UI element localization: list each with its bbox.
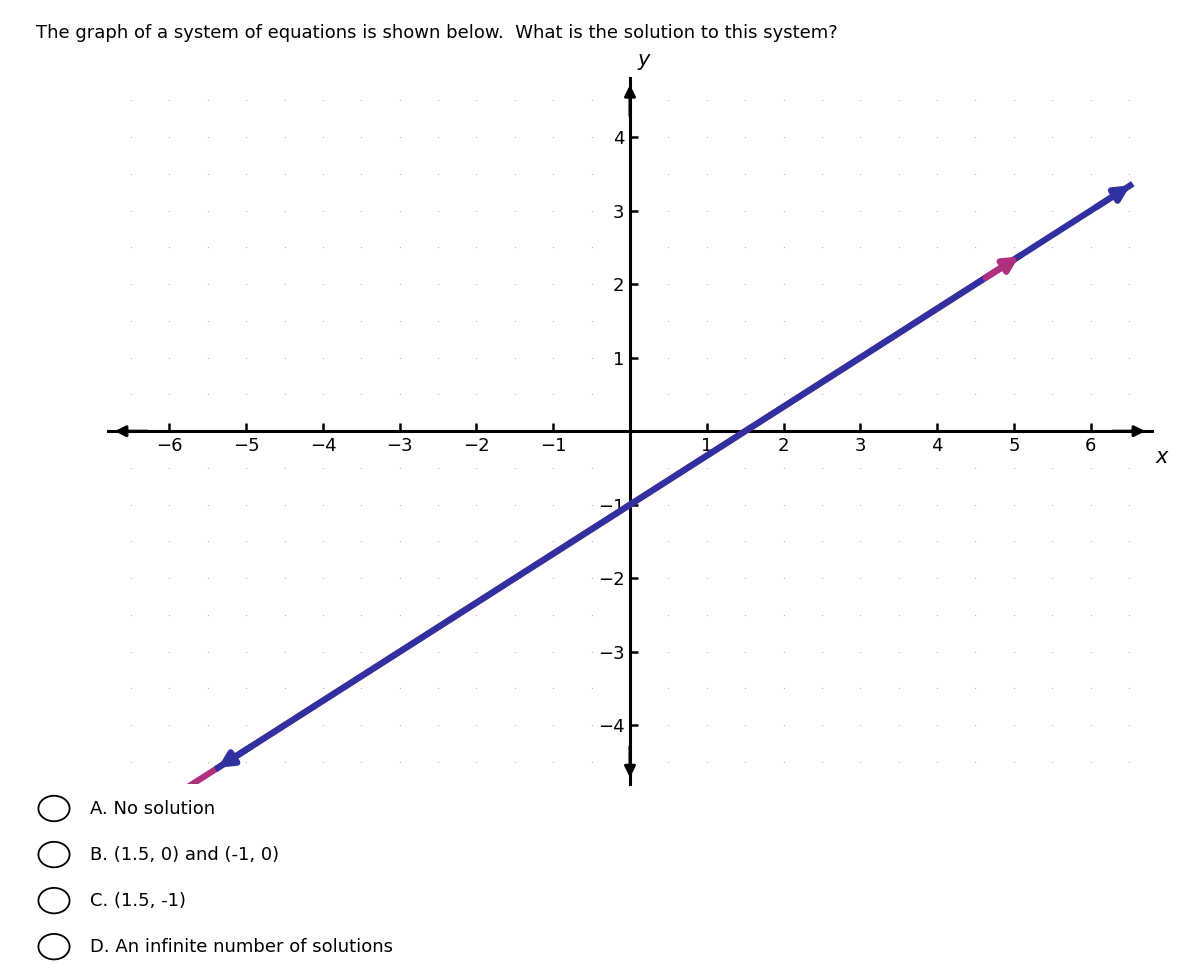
Text: y: y xyxy=(637,50,650,70)
Text: The graph of a system of equations is shown below.  What is the solution to this: The graph of a system of equations is sh… xyxy=(36,24,838,42)
Text: A. No solution: A. No solution xyxy=(90,800,215,817)
Text: C. (1.5, -1): C. (1.5, -1) xyxy=(90,892,186,909)
Text: B. (1.5, 0) and (-1, 0): B. (1.5, 0) and (-1, 0) xyxy=(90,846,280,863)
Text: D. An infinite number of solutions: D. An infinite number of solutions xyxy=(90,938,394,956)
Text: x: x xyxy=(1156,447,1169,466)
